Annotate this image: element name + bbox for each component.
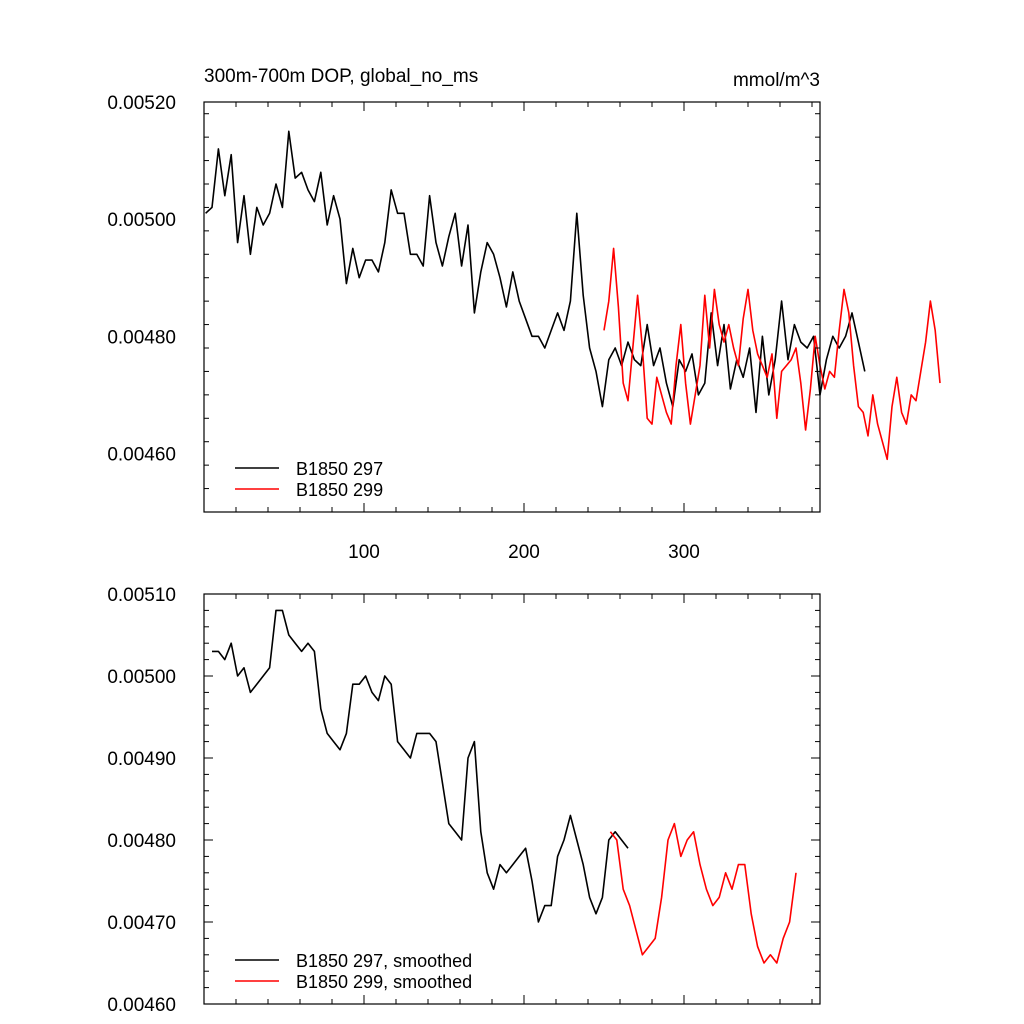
series-line-2 — [603, 247, 941, 461]
series-line-2 — [609, 822, 797, 964]
legend-label: B1850 297 — [296, 459, 383, 479]
x-tick-label: 200 — [508, 542, 540, 563]
y-tick-label: 0.00520 — [107, 93, 176, 114]
y-tick-label: 0.00490 — [107, 749, 176, 770]
y-tick-label: 0.00480 — [107, 831, 176, 852]
legend-label: B1850 299, smoothed — [296, 972, 472, 992]
axis-ticks: 100 200 300 0.00460 0.00480 0.00500 0.00520 — [107, 93, 820, 563]
series-group — [212, 609, 797, 964]
y-tick-label: 0.00510 — [107, 585, 176, 606]
y-tick-label: 0.00470 — [107, 913, 176, 934]
chart-bottom: 0.00460 0.00470 0.00480 0.00490 0.00500 0.005… — [107, 585, 821, 1016]
y-tick-label: 0.00500 — [107, 210, 176, 231]
series-line-1 — [205, 130, 866, 414]
chart-units: mmol/m^3 — [733, 70, 820, 91]
y-tick-label: 0.00500 — [107, 667, 176, 688]
x-tick-label: 100 — [348, 542, 380, 563]
legend-label: B1850 297, smoothed — [296, 951, 472, 971]
y-tick-label: 0.00460 — [107, 995, 176, 1016]
chart-top: 300m-700m DOP, global_no_ms mmol/m^3 100… — [107, 66, 941, 563]
series-line-1 — [212, 609, 629, 923]
x-tick-label: 300 — [668, 542, 700, 563]
plot-frame — [203, 593, 821, 1005]
legend-label: B1850 299 — [296, 480, 383, 500]
plot-frame — [203, 101, 821, 513]
axis-ticks: 0.00460 0.00470 0.00480 0.00490 0.00500 0.005… — [107, 585, 820, 1016]
series-group — [205, 130, 941, 461]
y-tick-label: 0.00460 — [107, 444, 176, 465]
chart-title: 300m-700m DOP, global_no_ms — [204, 66, 478, 87]
y-tick-label: 0.00480 — [107, 327, 176, 348]
